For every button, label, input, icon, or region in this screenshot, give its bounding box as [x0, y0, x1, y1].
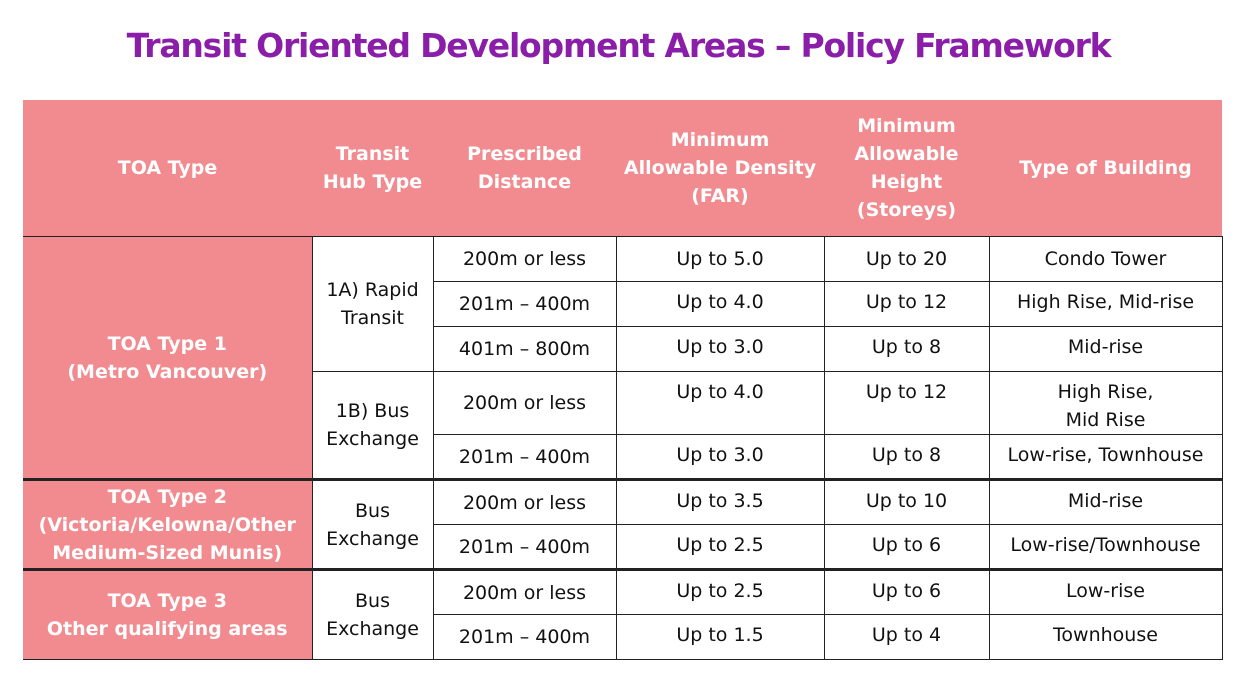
height-cell: Up to 10: [823, 478, 990, 525]
distance-cell: 200m or less: [432, 236, 617, 282]
distance-cell: 201m – 400m: [432, 281, 617, 327]
building-cell: Low-rise: [988, 568, 1223, 615]
header-density: Minimum Allowable Density (FAR): [616, 100, 824, 237]
header-toa-type: TOA Type: [23, 100, 312, 237]
table-row: 401m – 800m Up to 3.0 Up to 8 Mid-rise: [23, 326, 1223, 372]
toa-type-2-cell: TOA Type 2 (Victoria/Kelowna/Other Mediu…: [23, 478, 313, 570]
header-height: Minimum Allowable Height (Storeys): [824, 100, 989, 237]
building-cell: Low-rise, Townhouse: [988, 434, 1223, 480]
density-cell: Up to 3.5: [615, 478, 825, 525]
building-cell: Mid-rise: [988, 326, 1223, 372]
distance-cell: 200m or less: [432, 371, 617, 435]
table-row: 201m – 400m Up to 4.0 Up to 12 High Rise…: [23, 281, 1223, 327]
page-title: Transit Oriented Development Areas – Pol…: [126, 26, 1112, 65]
header-row: TOA Type Transit Hub Type Prescribed Dis…: [23, 100, 1222, 237]
hub-1a-cell: 1A) Rapid Transit: [311, 236, 434, 372]
density-cell: Up to 3.0: [615, 434, 825, 480]
distance-cell: 201m – 400m: [432, 434, 617, 480]
height-cell: Up to 6: [823, 568, 990, 615]
building-cell: High Rise, Mid-rise: [988, 281, 1223, 327]
height-cell: Up to 12: [823, 371, 990, 435]
table-row: TOA Type 1 (Metro Vancouver) 1A) Rapid T…: [23, 236, 1223, 480]
density-cell: Up to 5.0: [615, 236, 825, 282]
height-cell: Up to 8: [823, 434, 990, 480]
height-cell: Up to 8: [823, 326, 990, 372]
height-cell: Up to 6: [823, 524, 990, 570]
density-cell: Up to 4.0: [615, 281, 825, 327]
policy-table: TOA Type Transit Hub Type Prescribed Dis…: [23, 100, 1223, 660]
density-cell: Up to 1.5: [615, 614, 825, 660]
height-cell: Up to 12: [823, 281, 990, 327]
building-cell: Mid-rise: [988, 478, 1223, 525]
building-cell: Low-rise/Townhouse: [988, 524, 1223, 570]
header-distance: Prescribed Distance: [433, 100, 616, 237]
toa-type-1-cell: TOA Type 1 (Metro Vancouver): [23, 236, 313, 480]
density-cell: Up to 2.5: [615, 524, 825, 570]
toa-type-3-cell: TOA Type 3 Other qualifying areas: [23, 568, 313, 660]
density-cell: Up to 2.5: [615, 568, 825, 615]
header-hub-type: Transit Hub Type: [312, 100, 433, 237]
table-row: 201m – 400m Up to 2.5 Up to 6 Low-rise/T…: [23, 524, 1223, 570]
building-cell: Townhouse: [988, 614, 1223, 660]
hub-bus-exchange-cell: Bus Exchange: [311, 568, 434, 660]
table-row: TOA Type 2 (Victoria/Kelowna/Other Mediu…: [23, 478, 1223, 570]
height-cell: Up to 4: [823, 614, 990, 660]
table-row: TOA Type 3 Other qualifying areas Bus Ex…: [23, 568, 1223, 660]
distance-cell: 201m – 400m: [432, 614, 617, 660]
distance-cell: 200m or less: [432, 568, 617, 615]
header-building: Type of Building: [989, 100, 1222, 237]
table-row: 201m – 400m Up to 1.5 Up to 4 Townhouse: [23, 614, 1223, 660]
distance-cell: 200m or less: [432, 478, 617, 525]
hub-bus-exchange-cell: Bus Exchange: [311, 478, 434, 570]
height-cell: Up to 20: [823, 236, 990, 282]
building-cell: Condo Tower: [988, 236, 1223, 282]
distance-cell: 201m – 400m: [432, 524, 617, 570]
distance-cell: 401m – 800m: [432, 326, 617, 372]
density-cell: Up to 4.0: [615, 371, 825, 435]
hub-1b-cell: 1B) Bus Exchange: [311, 371, 434, 480]
table-row: 201m – 400m Up to 3.0 Up to 8 Low-rise, …: [23, 434, 1223, 480]
density-cell: Up to 3.0: [615, 326, 825, 372]
building-cell: High Rise, Mid Rise: [988, 371, 1223, 435]
